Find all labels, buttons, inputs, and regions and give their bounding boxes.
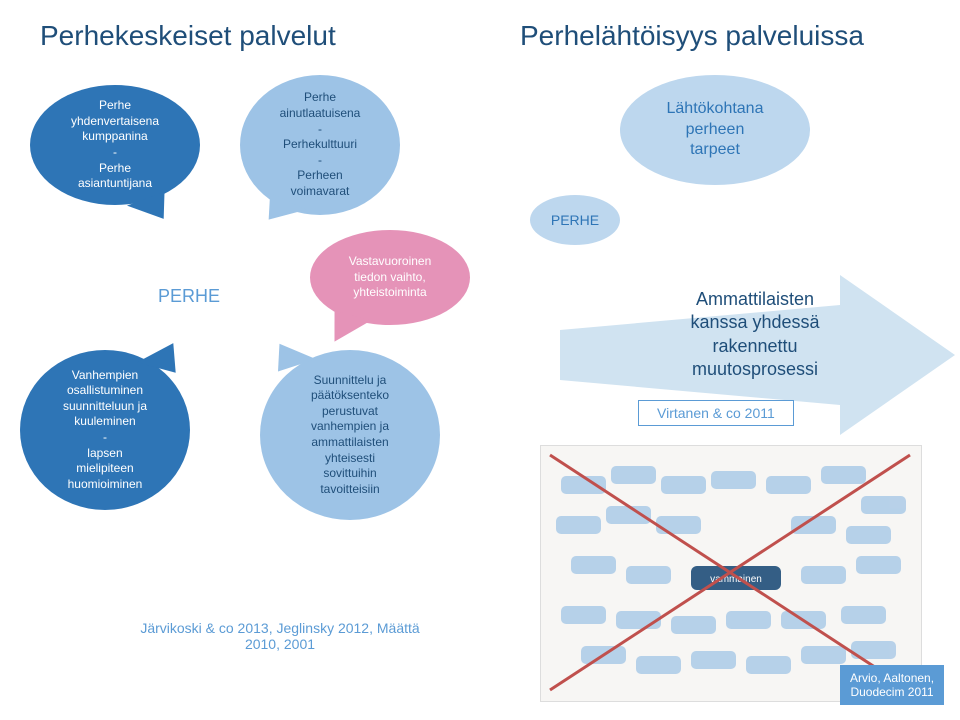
perhe-label: PERHE [158,286,220,307]
bubble-b3: Vanhempien osallistuminen suunnitteluun … [20,350,190,510]
network-diagram: vammainen [540,445,922,702]
talk-text: Vastavuoroinen tiedon vaihto, yhteistoim… [349,254,432,301]
title-right: Perhelähtöisyys palveluissa [520,20,864,52]
big-oval: Lähtökohtana perheen tarpeet [620,75,810,185]
bubble-b2-text: Perhe ainutlaatuisena - Perhekulttuuri -… [280,90,361,199]
bubble-b1-text: Perhe yhdenvertaisena kumppanina - Perhe… [71,98,159,192]
title-left: Perhekeskeiset palvelut [40,20,336,52]
bubble-b3-text: Vanhempien osallistuminen suunnitteluun … [63,368,147,493]
arrow-text: Ammattilaisten kanssa yhdessä rakennettu… [640,288,870,382]
bubble-b2: Perhe ainutlaatuisena - Perhekulttuuri -… [240,75,400,215]
svg-text:vammainen: vammainen [710,574,762,585]
bubble-b4: Suunnittelu ja päätöksenteko perustuvat … [260,350,440,520]
virtanen-ref: Virtanen & co 2011 [638,400,794,426]
arvio-ref: Arvio, Aaltonen, Duodecim 2011 [840,665,944,705]
big-oval-text: Lähtökohtana perheen tarpeet [667,99,764,161]
footer-ref: Järvikoski & co 2013, Jeglinsky 2012, Mä… [80,620,480,652]
perhe-small-oval: PERHE [530,195,620,245]
bubble-b4-text: Suunnittelu ja päätöksenteko perustuvat … [311,373,389,498]
network-svg: vammainen [541,446,921,701]
bubble-b1: Perhe yhdenvertaisena kumppanina - Perhe… [30,85,200,205]
perhe-small-text: PERHE [551,212,599,228]
